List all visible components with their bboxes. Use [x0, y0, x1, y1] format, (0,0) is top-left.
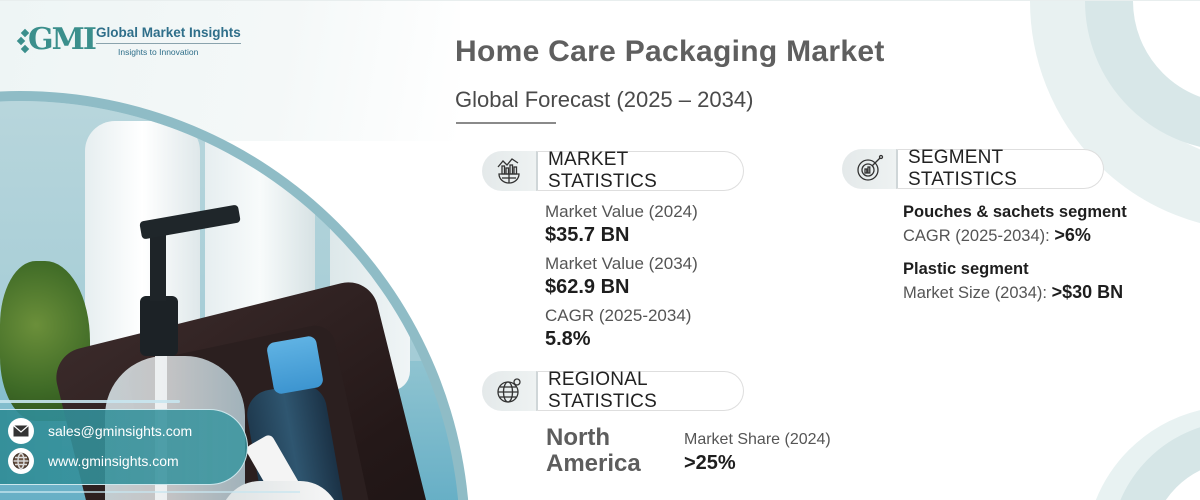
pouches-cagr-label: CAGR (2025-2034): — [903, 227, 1050, 245]
contact-panel: sales@gminsights.com www.gminsights.com — [0, 409, 248, 485]
market-statistics-list: Market Value (2024) $35.7 BN Market Valu… — [545, 201, 698, 357]
market-value-2034-value: $62.9 BN — [545, 276, 630, 298]
contact-website-row[interactable]: www.gminsights.com — [8, 448, 179, 474]
contact-accent-line — [0, 400, 180, 403]
logo-mark: GMI — [16, 24, 97, 56]
contact-website[interactable]: www.gminsights.com — [48, 453, 179, 469]
market-share-label: Market Share (2024) — [684, 431, 831, 448]
contact-email[interactable]: sales@gminsights.com — [48, 423, 193, 439]
regional-statistics-heading: REGIONAL STATISTICS — [536, 369, 744, 412]
blue-cap — [265, 335, 325, 395]
logo-letters: GMI — [28, 22, 97, 57]
segment-statistics-heading: SEGMENT STATISTICS — [896, 147, 1104, 190]
pouches-segment-stat: CAGR (2025-2034): >6% — [903, 223, 1127, 248]
plastic-size-value: >$30 BN — [1051, 282, 1124, 302]
pump-neck — [140, 296, 178, 356]
segment-statistics-list: Pouches & sachets segment CAGR (2025-203… — [903, 201, 1127, 315]
market-statistics-header: MARKET STATISTICS — [482, 149, 744, 192]
brand-tagline: Insights to Innovation — [118, 47, 199, 57]
region-market-share: Market Share (2024) >25% — [684, 429, 831, 481]
page-subtitle: Global Forecast (2025 – 2034) — [455, 87, 754, 112]
market-statistics-heading: MARKET STATISTICS — [536, 149, 744, 192]
brand-name: Global Market Insights — [96, 25, 241, 44]
contact-email-row[interactable]: sales@gminsights.com — [8, 418, 192, 444]
cagr-value: 5.8% — [545, 328, 591, 350]
region-name: North America — [546, 425, 641, 477]
market-value-2024-label: Market Value (2024) — [545, 202, 698, 221]
plastic-size-label: Market Size (2034): — [903, 284, 1047, 302]
globe-pin-icon — [482, 371, 536, 411]
contact-bottom-line — [0, 491, 300, 493]
page-title: Home Care Packaging Market — [455, 35, 885, 68]
envelope-icon — [8, 418, 34, 444]
region-name-line1: North — [546, 424, 610, 451]
globe-icon — [8, 448, 34, 474]
pouches-segment-title: Pouches & sachets segment — [903, 203, 1127, 221]
segment-statistics-header: SEGMENT STATISTICS — [842, 147, 1104, 190]
target-chart-icon — [842, 149, 896, 189]
market-share-value: >25% — [684, 452, 736, 474]
market-value-2024-value: $35.7 BN — [545, 224, 630, 246]
region-name-line2: America — [546, 450, 641, 477]
regional-statistics-header: REGIONAL STATISTICS — [482, 369, 744, 412]
chart-globe-icon — [482, 151, 536, 191]
plastic-segment-title: Plastic segment — [903, 260, 1029, 278]
pump-stem — [150, 231, 166, 301]
gmi-logo: GMI Global Market Insights Insights to I… — [16, 24, 241, 57]
pouches-cagr-value: >6% — [1054, 225, 1091, 245]
title-divider — [456, 122, 556, 124]
cagr-label: CAGR (2025-2034) — [545, 306, 692, 325]
market-value-2034-label: Market Value (2034) — [545, 254, 698, 273]
plastic-segment-stat: Market Size (2034): >$30 BN — [903, 280, 1127, 305]
soap-bottle — [220, 481, 340, 500]
